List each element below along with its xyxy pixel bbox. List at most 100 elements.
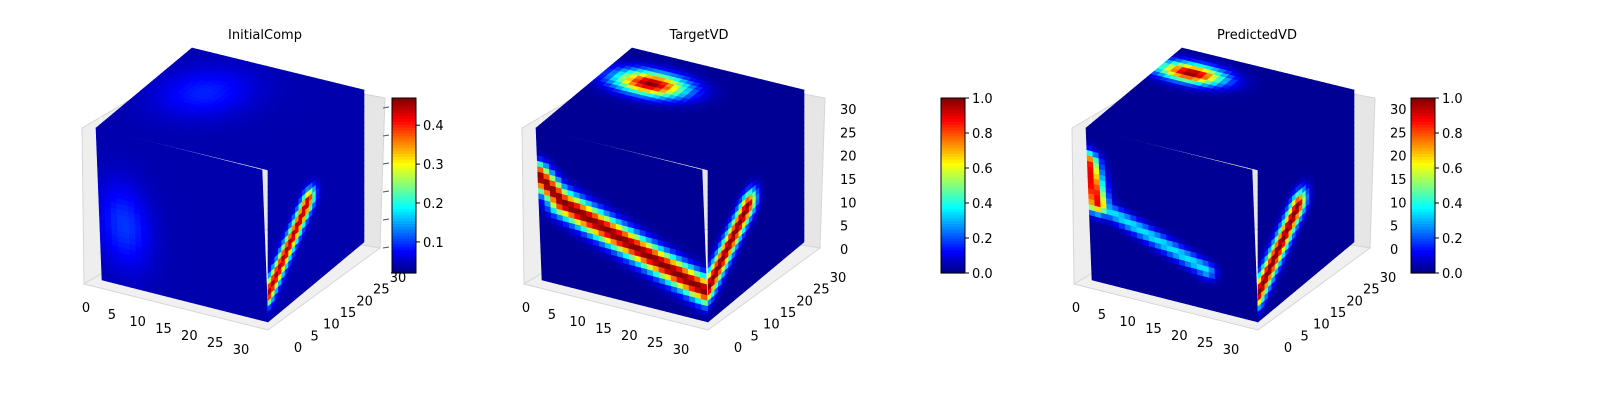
colorbar-tick-label: 0.6 (972, 162, 993, 177)
z-tick-label: 5 (840, 220, 848, 235)
voxel-cell (654, 157, 662, 166)
voxel-cell (214, 157, 222, 166)
colorbar-tick-label: 0.2 (423, 197, 444, 212)
z-tick-label: 0 (840, 243, 848, 258)
x-tick-label: 30 (233, 343, 250, 358)
cube-top-face (95, 47, 365, 171)
voxel-cell (535, 127, 543, 136)
panel-title: PredictedVD (1217, 28, 1297, 43)
voxel-cell (624, 150, 632, 158)
y-tick-label: 20 (356, 294, 373, 309)
voxel-cell (666, 160, 673, 169)
voxel-cell (166, 145, 174, 154)
voxel-cell (583, 139, 590, 148)
voxel-cell (125, 135, 133, 143)
colorbar-tick-label: 0.0 (972, 267, 993, 282)
voxel-cell (642, 154, 650, 163)
voxel-cell (630, 151, 638, 160)
voxel-cell (101, 129, 109, 137)
z-tick-mark (382, 190, 390, 193)
colorbar-tick-label: 0.4 (972, 197, 993, 212)
z-tick-mark (382, 162, 390, 165)
colorbar: 0.00.20.40.60.81.0 (940, 92, 993, 282)
y-tick-label: 10 (323, 318, 340, 333)
voxel-cell (154, 142, 162, 151)
y-tick-label: 30 (830, 271, 847, 286)
y-tick-label: 15 (340, 306, 357, 321)
voxel-cell (547, 130, 555, 139)
y-tick-label: 5 (311, 329, 319, 344)
voxel-cell (606, 145, 614, 154)
voxel-cell (672, 162, 679, 170)
voxel-cell (202, 154, 210, 163)
x-tick-label: 0 (522, 301, 530, 316)
voxel-cell (184, 150, 192, 158)
x-tick-label: 25 (207, 336, 224, 351)
voxel-cell (636, 153, 644, 161)
voxel-cell (131, 136, 139, 145)
voxel-cell (618, 148, 626, 157)
voxel-cell (208, 156, 216, 164)
x-tick-label: 5 (548, 308, 556, 323)
voxel-cell (137, 138, 144, 146)
voxel-cell (172, 147, 180, 155)
z-tick-mark (382, 246, 390, 249)
colorbar-tick-label: 0.1 (423, 236, 444, 251)
voxel-cell (594, 142, 602, 151)
z-tick-mark (382, 218, 390, 221)
panel-title: TargetVD (668, 28, 728, 43)
voxel-cell (553, 132, 561, 140)
voxel-cell (149, 141, 156, 149)
voxel-cell (648, 156, 656, 164)
x-tick-label: 10 (569, 315, 586, 330)
z-tick-label: 15 (840, 173, 857, 188)
voxel-cell (577, 138, 584, 146)
voxel-cell (689, 166, 697, 175)
colorbar-segment (941, 98, 965, 102)
colorbar-segment (392, 98, 416, 102)
voxel-cell (695, 168, 703, 176)
voxel-cell (113, 132, 121, 140)
voxel-cell (677, 163, 685, 172)
voxel-cell (178, 148, 186, 157)
y-tick-label: 20 (796, 294, 813, 309)
voxel-cell (565, 135, 573, 143)
z-tick-label: 10 (840, 196, 857, 211)
x-tick-label: 5 (108, 308, 116, 323)
panel-title: InitialComp (228, 28, 302, 43)
y-tick-label: 5 (751, 329, 759, 344)
voxel-cell (612, 147, 620, 155)
voxel-cell (589, 141, 596, 149)
voxel-cell (571, 136, 579, 145)
voxel-cell (660, 159, 667, 167)
colorbar-tick-label: 0.3 (423, 158, 444, 173)
voxel-cell (255, 168, 263, 176)
voxel-cell (119, 133, 127, 142)
colorbar-tick-label: 1.0 (972, 92, 993, 107)
voxel-cell (600, 144, 608, 152)
voxel-cell (237, 163, 245, 172)
voxel-cell (683, 165, 691, 173)
y-tick-label: 0 (294, 341, 302, 356)
colorbar-tick-label: 0.8 (972, 127, 993, 142)
voxel-cell (190, 151, 198, 160)
voxel-cell (249, 166, 257, 175)
voxel-cell (196, 153, 204, 161)
voxel-cell (541, 129, 549, 137)
x-tick-label: 20 (621, 329, 638, 344)
x-tick-label: 10 (129, 315, 146, 330)
y-tick-label: 25 (373, 283, 390, 298)
y-tick-label: 0 (734, 341, 742, 356)
voxel-cell (232, 162, 239, 170)
voxel-cell (143, 139, 150, 148)
y-tick-label: 15 (780, 306, 797, 321)
x-tick-label: 25 (647, 336, 664, 351)
x-tick-label: 20 (181, 329, 198, 344)
voxel-cell (107, 130, 115, 139)
voxel-cell (559, 133, 567, 142)
z-tick-label: 20 (840, 150, 857, 165)
